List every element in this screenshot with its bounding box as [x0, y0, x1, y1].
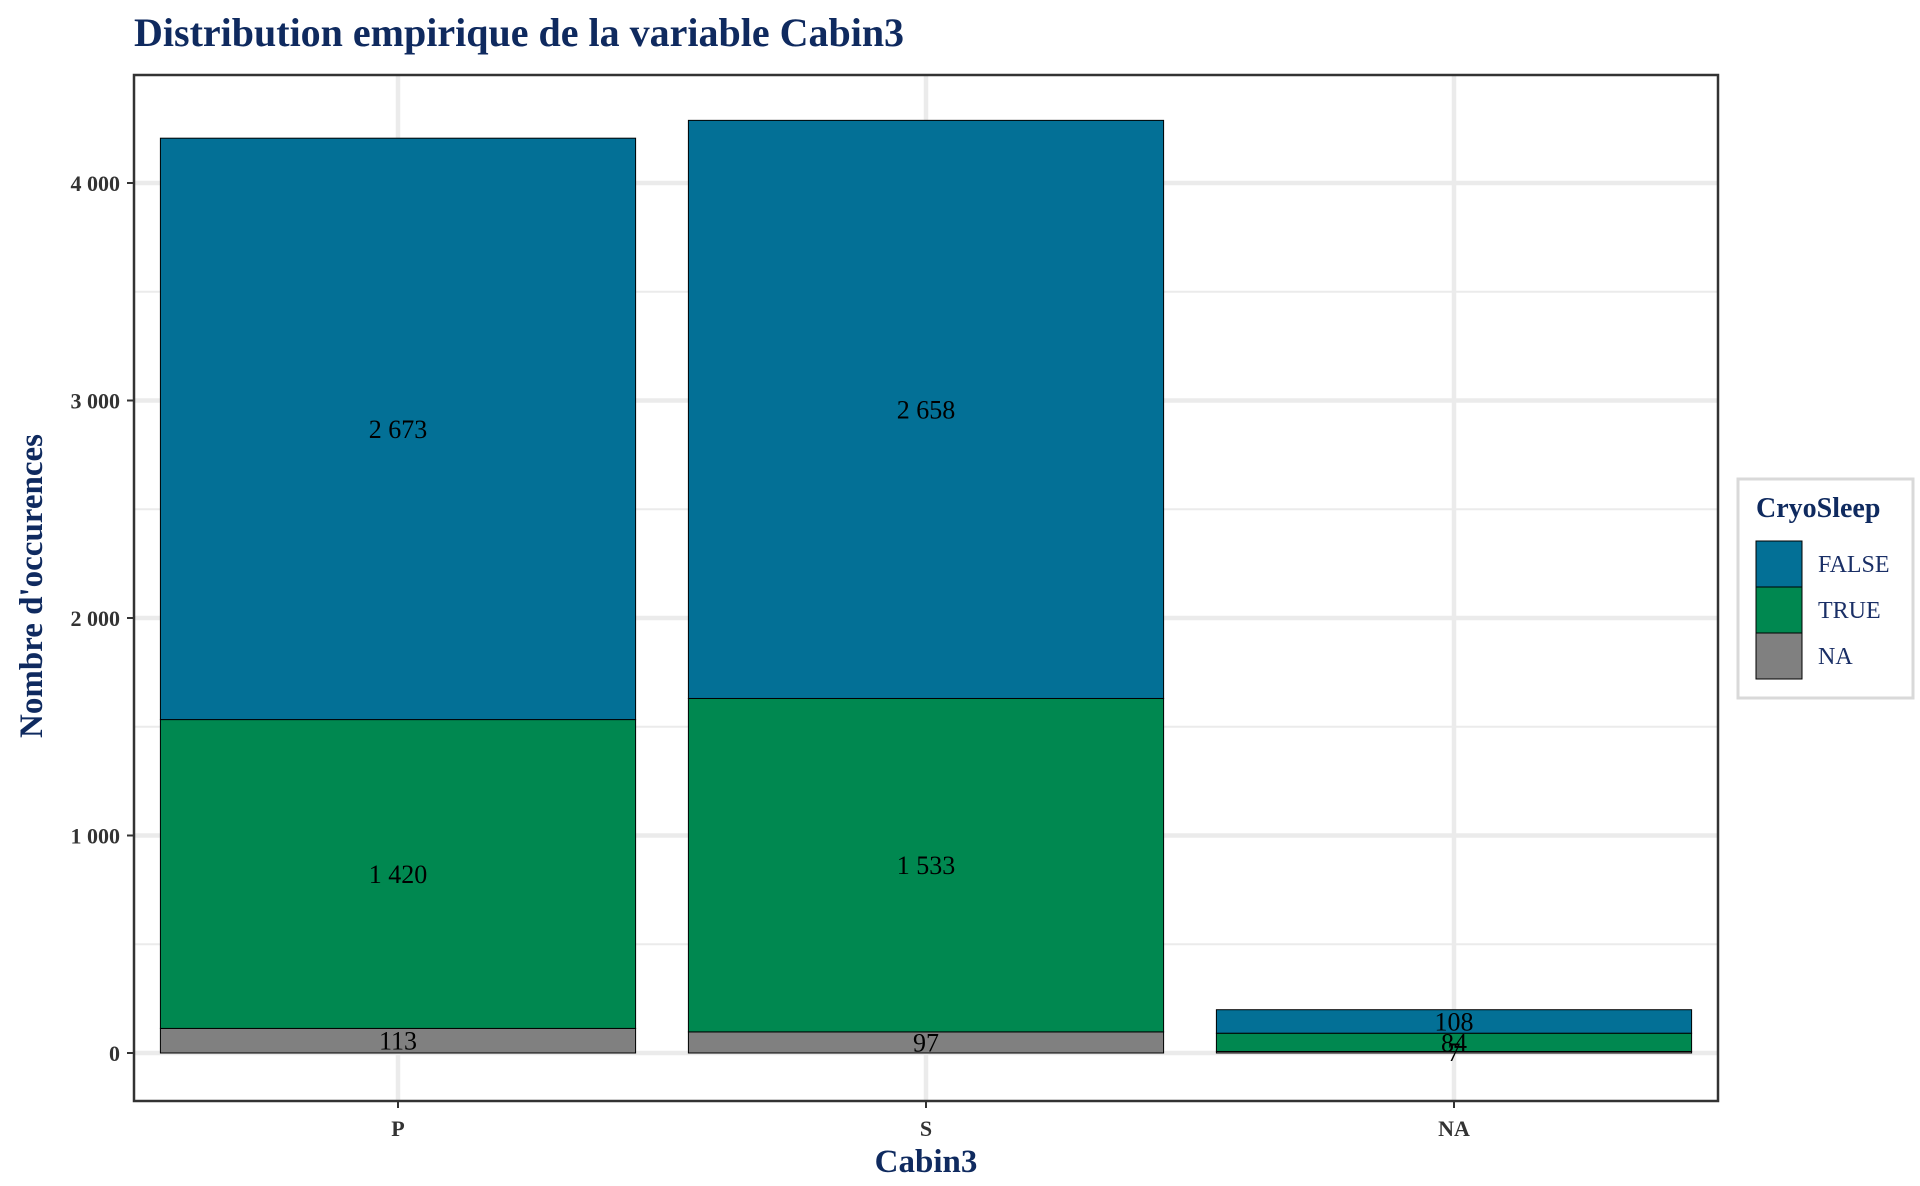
chart-title: Distribution empirique de la variable Ca… [134, 10, 904, 55]
bar-true-s [687, 697, 1165, 1033]
x-tick-label: S [920, 1116, 932, 1141]
y-tick-label: 2 000 [71, 606, 121, 631]
bar-false-na [1215, 1009, 1693, 1034]
bar-true-p [159, 719, 637, 1029]
legend-title: CryoSleep [1756, 493, 1880, 524]
x-tick-label: P [391, 1116, 404, 1141]
y-axis-title: Nombre d'occurences [14, 434, 50, 738]
bar-false-s [687, 119, 1165, 699]
legend-key-true [1755, 586, 1803, 634]
data-label: 84 [1441, 1028, 1467, 1057]
bar-false-p [159, 137, 637, 721]
x-tick-label: NA [1438, 1116, 1470, 1141]
legend: CryoSleep FALSE TRUE NA [1736, 477, 1915, 700]
data-label: 113 [379, 1027, 417, 1056]
data-label: 97 [913, 1028, 939, 1057]
y-tick-label: 3 000 [71, 389, 121, 414]
data-label: 7 [1448, 1038, 1461, 1067]
legend-key-na [1755, 632, 1803, 680]
y-tick-label: 0 [109, 1041, 120, 1066]
x-axis-title: Cabin3 [875, 1144, 978, 1180]
data-label: 1 420 [369, 860, 428, 889]
y-tick-label: 1 000 [71, 824, 121, 849]
legend-key-false [1755, 540, 1803, 588]
data-label: 1 533 [897, 851, 956, 880]
y-tick-label: 4 000 [71, 171, 121, 196]
bar-na-p [159, 1027, 637, 1054]
legend-label-na: NA [1818, 644, 1853, 670]
legend-label-true: TRUE [1818, 598, 1881, 624]
data-label: 2 658 [897, 395, 956, 424]
data-label: 108 [1435, 1007, 1474, 1036]
legend-label-false: FALSE [1818, 552, 1890, 578]
data-label: 2 673 [369, 415, 428, 444]
